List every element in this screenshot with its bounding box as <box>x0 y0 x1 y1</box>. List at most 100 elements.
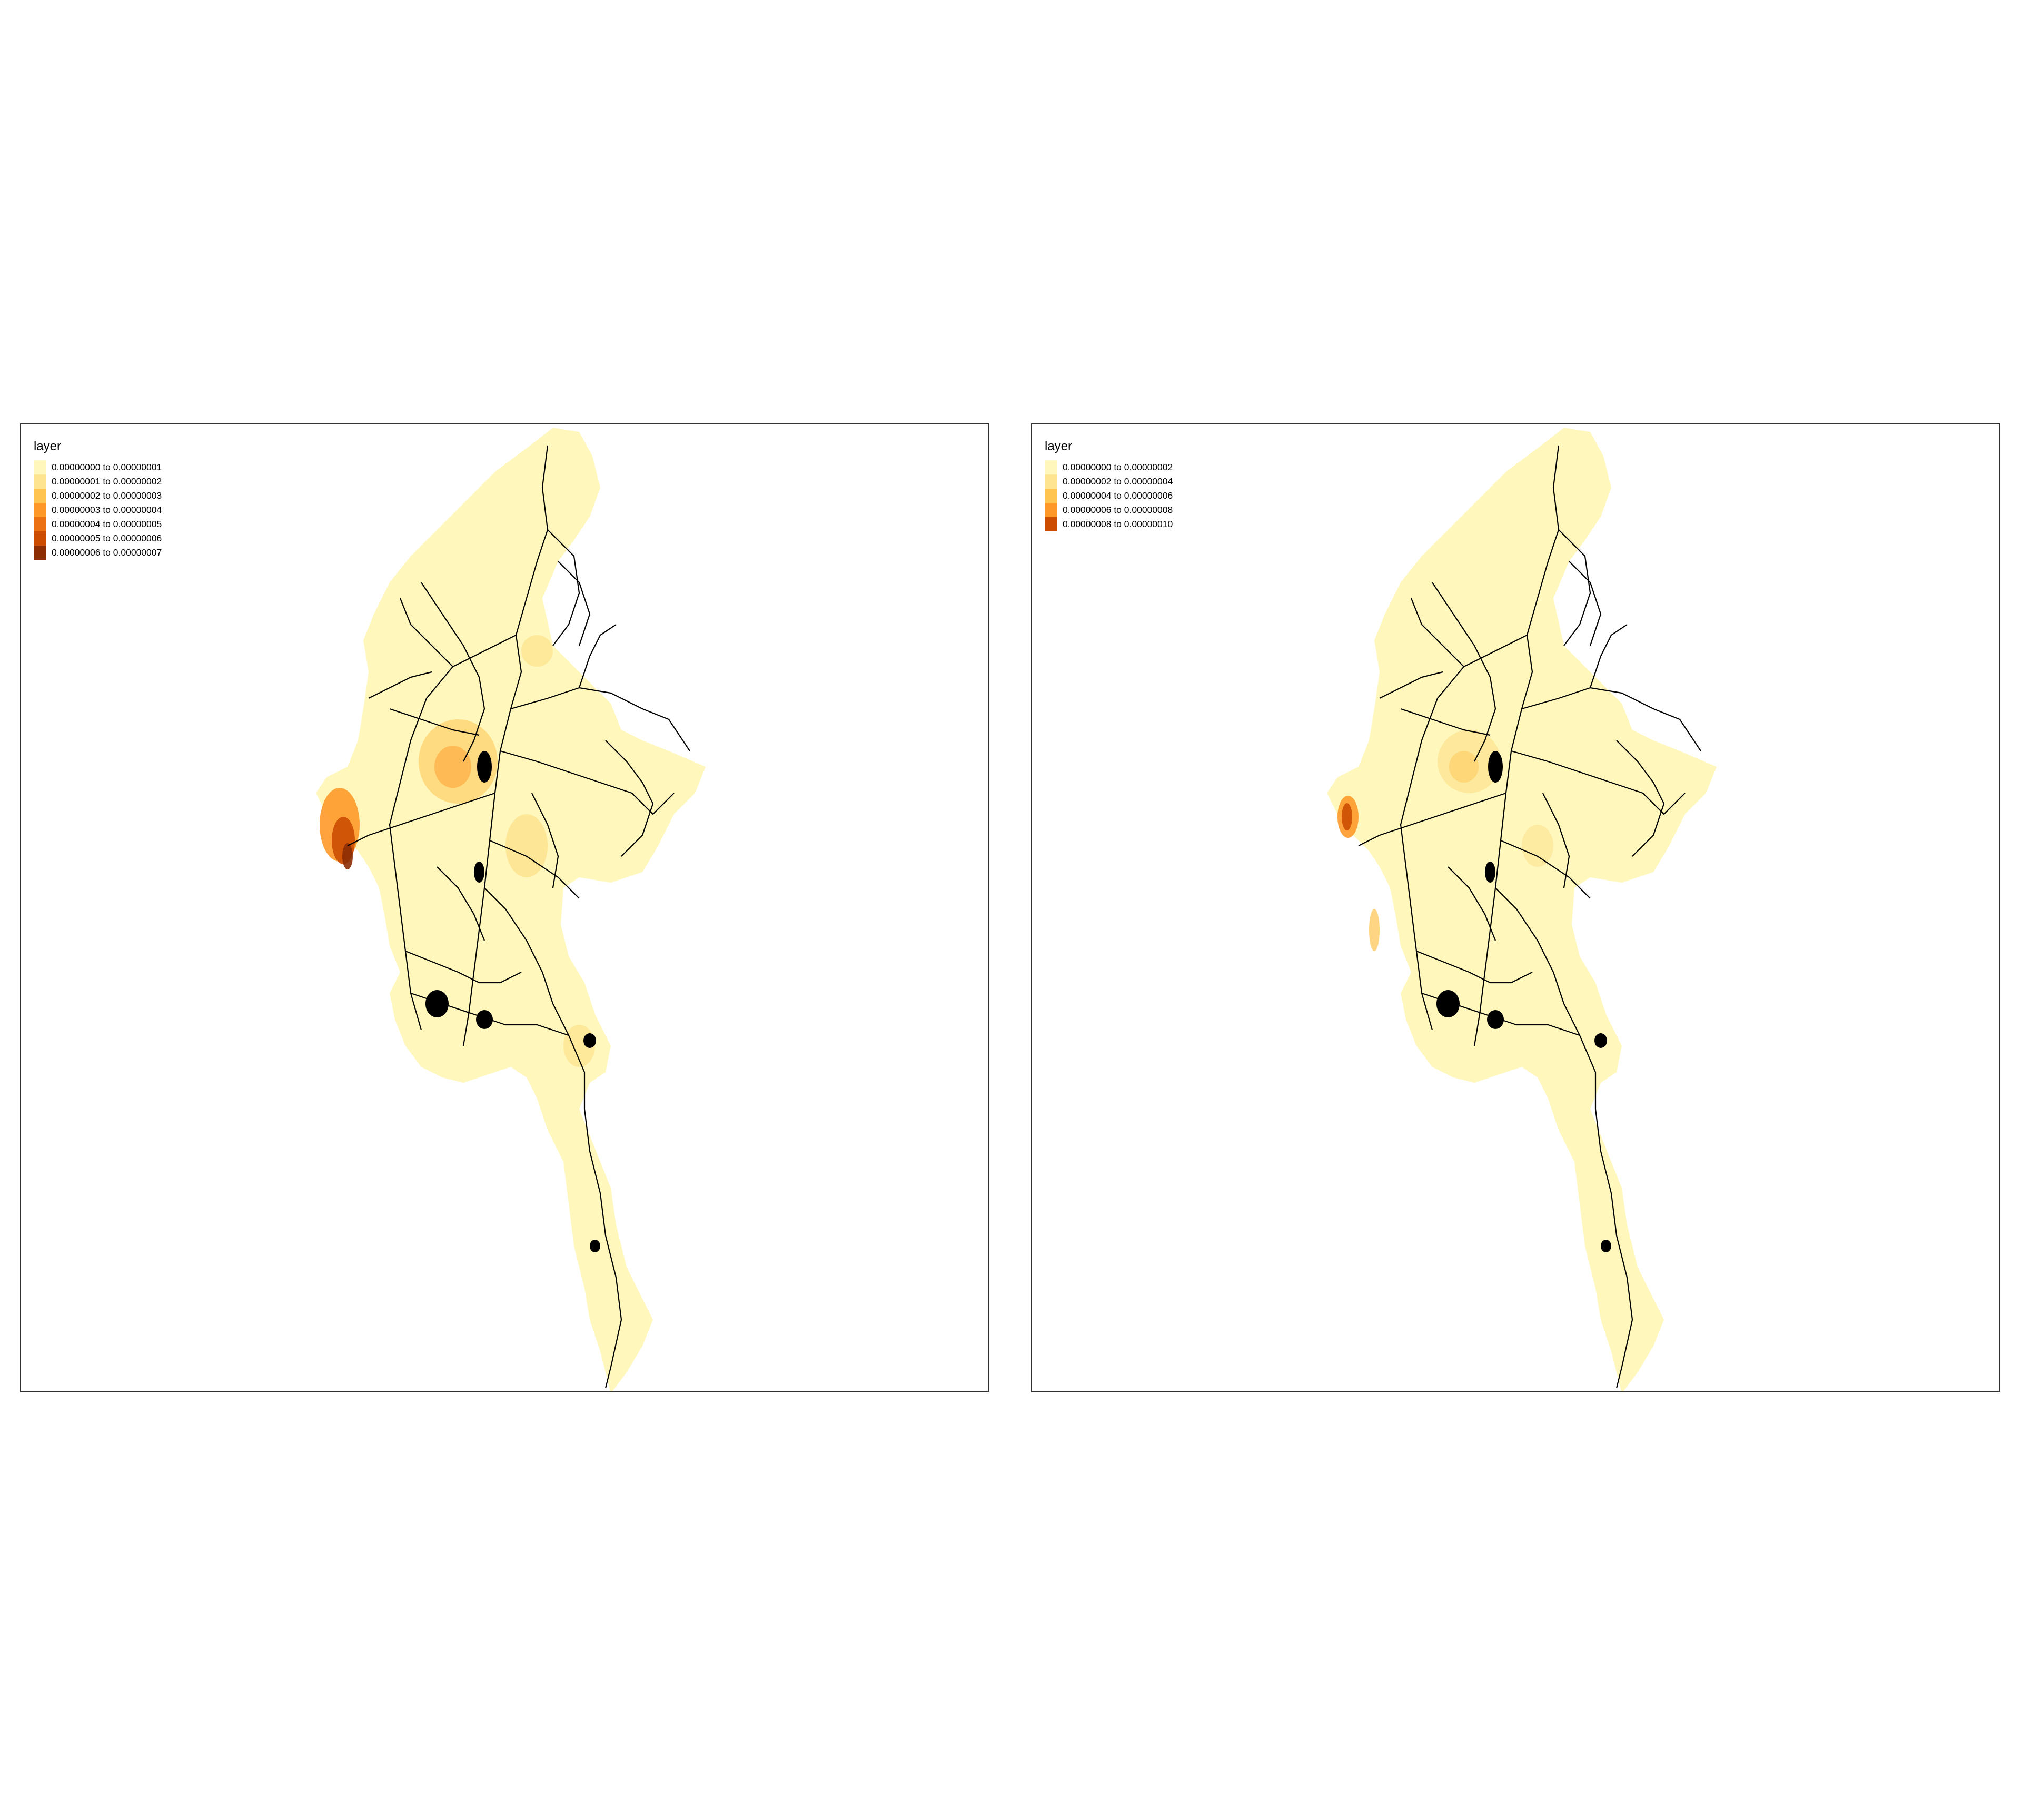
urban-cluster <box>425 990 449 1017</box>
legend-item: 0.00000003 to 0.00000004 <box>34 503 162 517</box>
map-canvas <box>316 428 706 1391</box>
road-line <box>1410 598 1464 667</box>
legend-items: 0.00000000 to 0.00000002 0.00000002 to 0.… <box>1045 460 1173 531</box>
legend-swatch <box>34 531 46 546</box>
urban-cluster <box>583 1033 596 1048</box>
legend-swatch <box>34 517 46 531</box>
road-line <box>1400 635 1528 1031</box>
myanmar-shape <box>316 428 706 1391</box>
legend-label: 0.00000006 to 0.00000008 <box>1063 505 1173 515</box>
urban-cluster <box>476 1010 493 1029</box>
hotspot-coast-south <box>1369 909 1380 951</box>
density-hotspots <box>1337 730 1553 951</box>
road-line <box>1448 866 1496 941</box>
legend-swatch <box>1045 489 1057 503</box>
road-line <box>605 740 654 857</box>
density-hotspots <box>320 635 595 1067</box>
legend-item: 0.00000000 to 0.00000001 <box>34 460 162 474</box>
legend: layer 0.00000000 to 0.00000002 0.00000002… <box>1045 439 1173 531</box>
road-line <box>1379 671 1443 699</box>
road-line <box>1400 708 1491 736</box>
urban-cluster <box>1487 1010 1504 1029</box>
legend-swatch <box>34 546 46 560</box>
urban-cluster <box>1485 862 1495 883</box>
map-panel-left: layer 0.00000000 to 0.00000001 0.00000001… <box>20 423 989 1392</box>
hotspot-central <box>1438 730 1501 793</box>
legend-label: 0.00000005 to 0.00000006 <box>52 533 162 543</box>
myanmar-shape <box>1327 428 1717 1391</box>
urban-cluster <box>1488 751 1503 783</box>
legend-label: 0.00000002 to 0.00000004 <box>1063 476 1173 487</box>
legend-label: 0.00000004 to 0.00000005 <box>52 519 162 529</box>
legend: layer 0.00000000 to 0.00000001 0.00000001… <box>34 439 162 560</box>
road-line <box>368 671 432 699</box>
legend-label: 0.00000000 to 0.00000002 <box>1063 462 1173 472</box>
hotspot-east <box>1522 825 1553 867</box>
country-fill <box>1327 428 1717 1391</box>
road-line <box>510 687 690 751</box>
legend-items: 0.00000000 to 0.00000001 0.00000001 to 0.… <box>34 460 162 560</box>
legend-item: 0.00000004 to 0.00000006 <box>1045 489 1173 503</box>
country-fill <box>316 428 706 1391</box>
road-line <box>1511 750 1686 815</box>
road-line <box>1542 793 1570 888</box>
hotspot-northeast <box>521 635 553 667</box>
legend-label: 0.00000001 to 0.00000002 <box>52 476 162 487</box>
road-line <box>405 950 522 984</box>
legend-label: 0.00000008 to 0.00000010 <box>1063 519 1173 529</box>
legend-swatch <box>1045 474 1057 489</box>
legend-label: 0.00000004 to 0.00000006 <box>1063 490 1173 501</box>
road-line <box>1569 561 1602 646</box>
road-line <box>389 635 517 1031</box>
urban-cluster <box>590 1240 600 1252</box>
road-line <box>437 866 485 941</box>
legend-item: 0.00000006 to 0.00000008 <box>1045 503 1173 517</box>
legend-swatch <box>34 489 46 503</box>
legend-item: 0.00000006 to 0.00000007 <box>34 546 162 560</box>
road-line <box>1616 740 1665 857</box>
road-line <box>1589 624 1628 688</box>
road-line <box>489 839 580 899</box>
legend-item: 0.00000005 to 0.00000006 <box>34 531 162 546</box>
hotspot-west-coast <box>320 788 360 869</box>
hotspot-central-core <box>1449 751 1479 783</box>
legend-label: 0.00000002 to 0.00000003 <box>52 490 162 501</box>
urban-cluster <box>477 751 492 783</box>
road-line <box>1521 687 1701 751</box>
legend-swatch <box>34 474 46 489</box>
legend-item: 0.00000004 to 0.00000005 <box>34 517 162 531</box>
urban-cluster <box>474 862 484 883</box>
hotspot-coast-inner <box>1342 803 1352 830</box>
road-line <box>484 887 622 1389</box>
road-line <box>1358 792 1506 846</box>
road-line <box>1558 529 1591 646</box>
legend-label: 0.00000003 to 0.00000004 <box>52 505 162 515</box>
legend-item: 0.00000002 to 0.00000003 <box>34 489 162 503</box>
legend-item: 0.00000008 to 0.00000010 <box>1045 517 1173 531</box>
urban-cluster <box>1436 990 1460 1017</box>
road-line <box>558 561 591 646</box>
legend-item: 0.00000002 to 0.00000004 <box>1045 474 1173 489</box>
legend-swatch <box>1045 460 1057 474</box>
road-line <box>578 624 617 688</box>
legend-swatch <box>34 503 46 517</box>
road-line <box>500 750 675 815</box>
legend-item: 0.00000001 to 0.00000002 <box>34 474 162 489</box>
road-line <box>462 445 549 1046</box>
hotspot-west-coast <box>1337 796 1380 951</box>
hotspot-east <box>506 814 548 877</box>
road-line <box>347 792 495 846</box>
road-line <box>1416 950 1533 984</box>
road-line <box>1473 445 1560 1046</box>
legend-label: 0.00000000 to 0.00000001 <box>52 462 162 472</box>
urban-cluster <box>1601 1240 1611 1252</box>
road-line <box>1500 839 1591 899</box>
legend-swatch <box>1045 503 1057 517</box>
legend-label: 0.00000006 to 0.00000007 <box>52 547 162 558</box>
legend-item: 0.00000000 to 0.00000002 <box>1045 460 1173 474</box>
urban-cluster <box>1594 1033 1607 1048</box>
hotspot-coast-core <box>342 843 353 869</box>
legend-title: layer <box>34 439 62 453</box>
legend-swatch <box>1045 517 1057 531</box>
road-line <box>547 529 580 646</box>
